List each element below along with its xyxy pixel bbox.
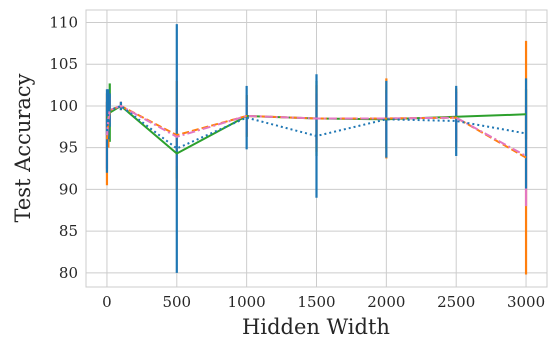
x-tick-label: 0 <box>102 293 112 311</box>
x-tick-label: 1500 <box>297 293 335 311</box>
x-tick-labels: 0 500 1000 1500 2000 2500 3000 <box>102 293 545 311</box>
x-tick-label: 1000 <box>228 293 266 311</box>
y-tick-label: 110 <box>49 14 78 32</box>
y-axis-label: Test Accuracy <box>11 73 35 222</box>
y-tick-label: 85 <box>59 222 78 240</box>
x-tick-label: 500 <box>162 293 191 311</box>
x-tick-label: 2500 <box>437 293 475 311</box>
series-line <box>105 104 527 150</box>
series-lines <box>105 104 527 159</box>
y-tick-label: 100 <box>49 97 78 115</box>
y-tick-labels: 80 85 90 95 100 105 110 <box>49 14 78 282</box>
x-tick-label: 2000 <box>367 293 405 311</box>
y-tick-label: 105 <box>49 55 78 73</box>
y-tick-label: 90 <box>59 180 78 198</box>
x-tick-label: 3000 <box>507 293 545 311</box>
y-tick-label: 80 <box>59 264 78 282</box>
x-axis-label: Hidden Width <box>242 315 390 339</box>
y-tick-label: 95 <box>59 139 78 157</box>
